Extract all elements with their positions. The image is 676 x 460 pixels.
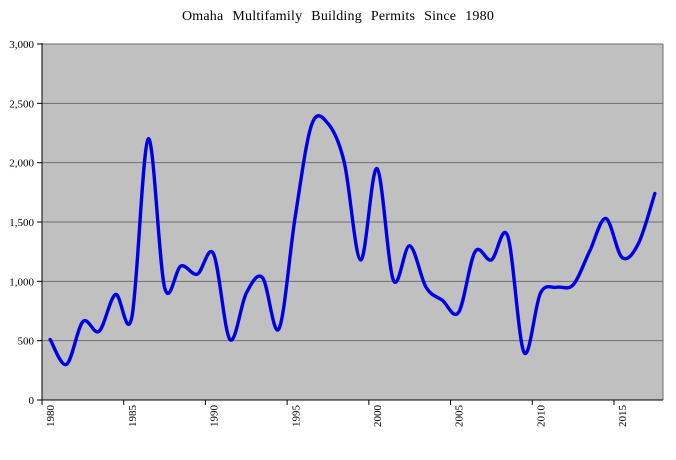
x-tick-label: 2015 — [617, 405, 629, 428]
x-tick-label: 2000 — [372, 405, 384, 428]
y-tick-label: 1,000 — [9, 276, 34, 288]
x-tick-label: 1990 — [209, 405, 221, 428]
y-tick-label: 0 — [29, 395, 35, 407]
y-tick-label: 2,500 — [9, 98, 34, 110]
x-tick-label: 1995 — [290, 405, 302, 428]
series-line-permits — [48, 114, 657, 367]
x-tick-label: 2005 — [454, 405, 466, 428]
y-tick-label: 1,500 — [9, 217, 34, 229]
chart-title: Omaha Multifamily Building Permits Since… — [181, 9, 495, 24]
x-tick-label: 2010 — [535, 405, 547, 428]
x-tick-label: 1985 — [127, 405, 139, 428]
y-tick-label: 2,000 — [9, 158, 34, 170]
x-tick-label: 1980 — [45, 405, 57, 428]
y-tick-label: 3,000 — [9, 39, 34, 51]
y-tick-label: 500 — [18, 336, 35, 348]
